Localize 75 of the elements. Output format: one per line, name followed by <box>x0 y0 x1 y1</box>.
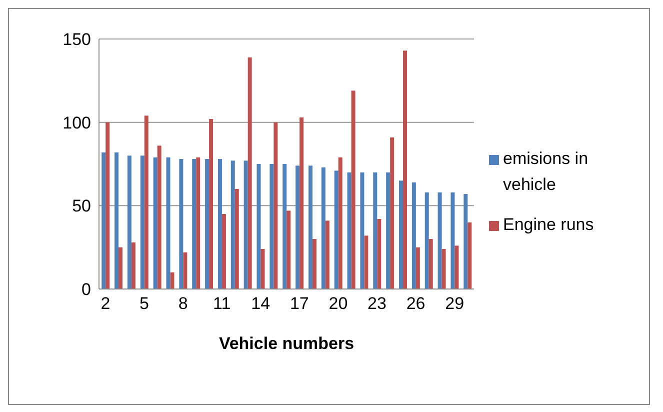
x-tick-label: 11 <box>213 294 231 314</box>
bar <box>412 182 416 289</box>
y-tick-label: 50 <box>72 196 91 216</box>
bar <box>274 122 278 289</box>
bar <box>386 172 390 289</box>
bar <box>179 159 184 289</box>
bar <box>403 50 407 289</box>
bar <box>153 157 158 289</box>
bar <box>334 170 338 289</box>
bar <box>312 239 316 289</box>
bar <box>222 214 226 289</box>
bar <box>373 172 378 289</box>
bar <box>131 242 136 289</box>
bar <box>438 192 442 289</box>
bar <box>118 247 123 289</box>
bar <box>308 166 312 289</box>
legend-label: emisions in vehicle <box>503 148 590 196</box>
x-tick-label: 29 <box>445 294 464 314</box>
bar <box>428 239 433 289</box>
bar <box>399 180 403 289</box>
bar <box>364 236 368 289</box>
bar <box>192 159 196 289</box>
bar <box>106 122 110 289</box>
bar <box>454 246 459 289</box>
bar <box>416 247 420 289</box>
bar <box>234 189 239 289</box>
bar <box>390 137 394 289</box>
x-tick-label: 14 <box>251 294 270 314</box>
bar <box>209 119 214 289</box>
bar <box>377 219 382 289</box>
legend-label: Engine runs <box>503 214 594 236</box>
x-axis-title: Vehicle numbers <box>218 334 354 353</box>
bar <box>102 152 106 289</box>
bar <box>347 172 352 289</box>
bar <box>360 172 364 289</box>
bar <box>300 117 304 289</box>
bar <box>183 252 188 289</box>
bar <box>450 192 455 289</box>
bar <box>286 210 291 289</box>
bar <box>157 146 162 289</box>
bar <box>114 152 119 289</box>
bar <box>144 116 148 289</box>
bar <box>351 90 356 289</box>
bar <box>260 249 265 289</box>
bar <box>166 157 170 289</box>
bar <box>442 249 446 289</box>
y-tick-label: 150 <box>62 30 91 50</box>
bar <box>248 57 252 289</box>
y-tick-label: 0 <box>82 280 91 300</box>
bar <box>244 160 248 289</box>
x-tick-label: 2 <box>100 294 110 314</box>
bar <box>325 220 330 289</box>
bar <box>256 164 261 289</box>
bar <box>218 159 222 289</box>
x-tick-label: 26 <box>406 294 426 314</box>
bar <box>270 164 274 289</box>
bar <box>196 157 200 289</box>
bar <box>338 157 342 289</box>
bar <box>205 159 210 289</box>
bar <box>127 156 132 289</box>
bar <box>468 222 472 289</box>
bar <box>170 272 174 289</box>
bar <box>321 167 326 289</box>
bar <box>230 160 235 289</box>
x-tick-label: 17 <box>290 294 309 314</box>
x-tick-label: 23 <box>368 294 386 314</box>
bar <box>296 166 300 289</box>
y-tick-label: 100 <box>62 113 91 132</box>
bar <box>282 164 287 289</box>
bar <box>464 194 468 289</box>
x-tick-label: 20 <box>328 294 348 314</box>
x-tick-label: 5 <box>140 294 149 314</box>
bar <box>140 156 144 289</box>
bar <box>424 192 429 289</box>
x-tick-label: 8 <box>178 294 188 314</box>
